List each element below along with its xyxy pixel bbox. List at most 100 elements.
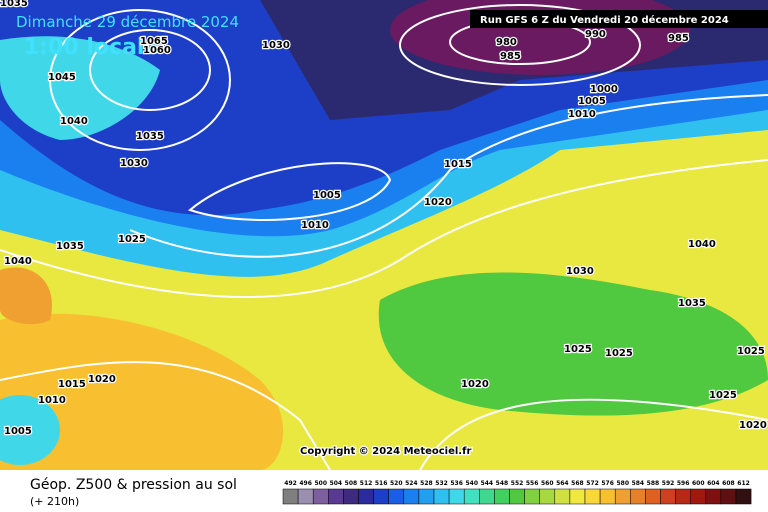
isobar-label: 1020 [461, 379, 489, 390]
isobar-label: 1020 [424, 197, 452, 208]
scale-swatch [358, 488, 374, 505]
isobar-label: 1035 [0, 0, 28, 9]
scale-swatch [645, 488, 661, 505]
scale-label: 592 [662, 480, 675, 487]
isobar-label: 1025 [605, 348, 633, 359]
isobar-label: 1040 [688, 239, 716, 250]
isobar-label: 1020 [88, 374, 116, 385]
scale-label: 560 [541, 480, 554, 487]
scale-swatch [690, 488, 707, 505]
scale-swatch [675, 488, 691, 505]
isobar-label: 1030 [120, 158, 148, 169]
scale-swatch [660, 488, 676, 505]
scale-swatch [584, 488, 601, 505]
scale-swatch [494, 488, 510, 505]
europe-zone [378, 272, 768, 416]
scale-label: 548 [496, 480, 509, 487]
scale-label: 508 [345, 480, 358, 487]
scale-label: 612 [737, 480, 750, 487]
isobar-label: 1005 [4, 426, 32, 437]
scale-label: 588 [647, 480, 660, 487]
scale-label: 504 [330, 480, 343, 487]
isobar-label: 1035 [56, 241, 84, 252]
scale-label: 584 [632, 480, 645, 487]
isobar-label: 1010 [301, 220, 329, 231]
isobar-label: 1000 [590, 84, 618, 95]
scale-swatch [343, 488, 359, 505]
isobar-label: 1010 [38, 395, 66, 406]
isobar-label: 1030 [262, 40, 290, 51]
scale-swatch [509, 488, 525, 505]
scale-label: 580 [616, 480, 629, 487]
scale-label: 608 [722, 480, 735, 487]
scale-swatch [312, 488, 329, 505]
scale-label: 544 [481, 480, 494, 487]
scale-swatch [373, 488, 389, 505]
run: Run GFS 6 Z du Vendredi 20 décembre 2024 [480, 14, 729, 26]
scale-swatch [418, 488, 435, 505]
scale-label: 500 [314, 480, 327, 487]
scale-label: 568 [571, 480, 584, 487]
isobar-label: 1010 [568, 109, 596, 120]
scale-label: 520 [390, 480, 403, 487]
scale-swatch [599, 488, 616, 505]
isobar-label: 1015 [444, 159, 472, 170]
isobar-label: 980 [496, 37, 517, 48]
isobar-label: 985 [668, 33, 689, 44]
isobar-label: 1040 [60, 116, 88, 127]
isobar-label: 1065 [140, 36, 168, 47]
isobar-label: 1040 [4, 256, 32, 267]
scale-swatch [297, 488, 314, 505]
isobar-label: 1030 [566, 266, 594, 277]
date: Dimanche 29 décembre 2024 [16, 13, 239, 31]
scale-swatch [282, 488, 299, 505]
scale-label: 596 [677, 480, 690, 487]
scale-swatch [463, 488, 480, 505]
scale-label: 564 [556, 480, 569, 487]
scale-label: 572 [586, 480, 599, 487]
scale-swatch [630, 488, 646, 505]
time: 1:00 locale [24, 35, 159, 60]
run-box [470, 10, 768, 28]
scale-label: 524 [405, 480, 418, 487]
scale-swatch [539, 488, 556, 505]
scale-swatch [554, 488, 571, 505]
footer-title: Géop. Z500 & pression au sol [30, 477, 237, 493]
scale-label: 492 [284, 480, 297, 487]
copyright: Copyright © 2024 Meteociel.fr [300, 446, 471, 457]
ridge [0, 36, 160, 140]
scale-swatch [479, 488, 495, 505]
scale-label: 536 [450, 480, 463, 487]
scale-swatch [735, 488, 752, 505]
scale-swatch [433, 488, 450, 505]
isobar-label: 985 [500, 51, 521, 62]
isobar-label: 1025 [709, 390, 737, 401]
scale-swatch [705, 488, 722, 505]
scale-swatch [403, 488, 420, 505]
warm-zone [0, 313, 284, 470]
scale-swatch [614, 488, 631, 505]
isobar-label: 1025 [737, 346, 765, 357]
scale-label: 576 [601, 480, 614, 487]
scale-label: 528 [420, 480, 433, 487]
scale-label: 552 [511, 480, 524, 487]
scale-label: 556 [526, 480, 539, 487]
scale-label: 604 [707, 480, 720, 487]
scale-label: 600 [692, 480, 705, 487]
isobar-label: 1020 [739, 420, 767, 431]
footer-lead: (+ 210h) [30, 495, 79, 508]
isobar-label: 1025 [564, 344, 592, 355]
scale-label: 540 [465, 480, 478, 487]
warm-zone [0, 267, 52, 325]
isobar-label: 1005 [578, 96, 606, 107]
scale-label: 512 [360, 480, 373, 487]
scale-swatch [720, 488, 737, 505]
isobar-label: 1025 [118, 234, 146, 245]
isobar-label: 990 [585, 29, 606, 40]
isobar-label: 1060 [143, 45, 171, 56]
isobar-label: 1045 [48, 72, 76, 83]
isobar-label: 1005 [313, 190, 341, 201]
scale-label: 516 [375, 480, 388, 487]
